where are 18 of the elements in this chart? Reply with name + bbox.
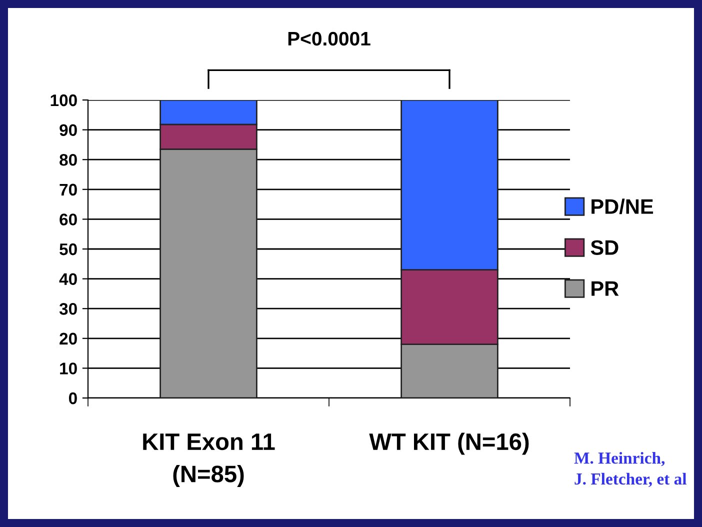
- y-tick-label: 90: [60, 124, 77, 136]
- y-tick-label: 40: [59, 273, 77, 286]
- y-tick-label: 100: [50, 94, 77, 106]
- y-tick-label: 30: [59, 303, 77, 315]
- y-tick-label: 80: [60, 154, 77, 166]
- y-tick-label: 70: [60, 184, 77, 196]
- y-tick-label: 10: [60, 362, 77, 374]
- x-tick-label: KIT Exon 11 (N=85): [143, 434, 275, 488]
- y-tick-label: 50: [60, 243, 77, 256]
- text: P<0.0001: [288, 32, 370, 46]
- y-tick-label: 0: [68, 392, 77, 404]
- y-tick-label: 20: [60, 332, 77, 345]
- legend-label: PD/NE: [592, 198, 654, 214]
- text: M. Heinrich, J. Fletcher, et al: [574, 452, 686, 488]
- y-tick-label: 60: [60, 214, 77, 226]
- x-tick-label: WT KIT (N=16): [369, 432, 529, 455]
- legend-label: PR: [592, 281, 619, 296]
- legend-label: SD: [590, 240, 618, 255]
